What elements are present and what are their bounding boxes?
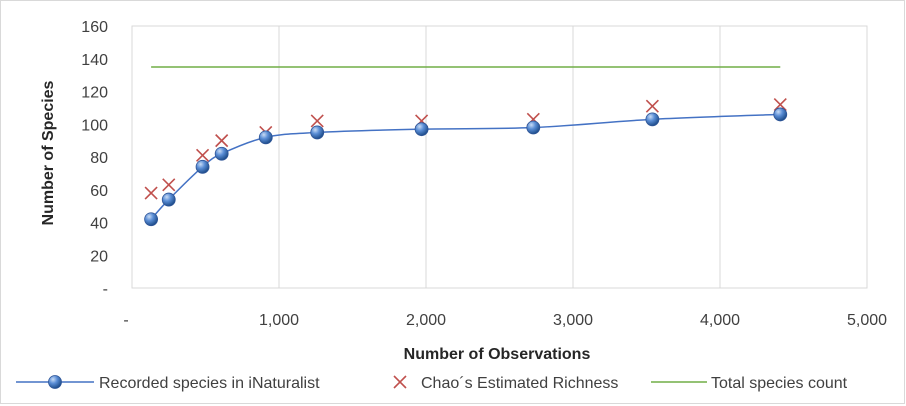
recorded-point <box>214 146 229 161</box>
chao-marker-stroke <box>310 114 324 128</box>
recorded-point <box>310 125 325 140</box>
legend-recorded-label: Recorded species in iNaturalist <box>99 375 320 392</box>
x-tick-label: - <box>123 312 128 329</box>
chao-marker <box>215 134 229 148</box>
chao-marker-stroke <box>773 98 787 112</box>
x-tick-label: 1,000 <box>259 312 299 329</box>
y-tick-label: 160 <box>81 19 108 36</box>
chao-marker <box>310 114 324 128</box>
legend-recorded-marker <box>48 375 62 389</box>
x-axis-title: Number of Observations <box>404 346 591 363</box>
chao-marker <box>645 99 659 113</box>
x-tick-label: 3,000 <box>553 312 593 329</box>
legend: Recorded species in iNaturalist Chao´s Es… <box>16 375 848 392</box>
legend-total-label: Total species count <box>711 375 848 392</box>
chao-marker-stroke <box>195 148 210 162</box>
recorded-point <box>161 192 176 207</box>
recorded-point <box>645 112 660 127</box>
recorded-point <box>526 120 541 135</box>
recorded-point <box>195 159 210 174</box>
chao-marker-stroke <box>144 186 158 200</box>
x-axis: - 1,000 2,000 3,000 4,000 5,000 <box>123 312 887 329</box>
chao-marker <box>144 186 158 200</box>
y-tick-label: 40 <box>90 216 108 233</box>
chao-marker <box>195 148 210 162</box>
series-layer <box>144 66 788 227</box>
legend-chao-label: Chao´s Estimated Richness <box>421 375 618 392</box>
x-tick-label: 4,000 <box>700 312 740 329</box>
recorded-point <box>773 107 788 122</box>
y-tick-label: - <box>103 281 108 298</box>
chao-marker-stroke <box>215 134 229 148</box>
legend-chao-marker <box>393 375 407 389</box>
x-tick-label: 2,000 <box>406 312 446 329</box>
y-tick-label: 100 <box>81 117 108 134</box>
y-tick-label: 120 <box>81 85 108 102</box>
chao-marker-stroke <box>645 99 659 113</box>
y-tick-label: 20 <box>90 248 108 265</box>
y-tick-label: 140 <box>81 52 108 69</box>
recorded-point <box>258 130 273 145</box>
recorded-species-line <box>150 113 781 220</box>
plot-border <box>131 25 868 289</box>
chao-marker <box>773 98 787 112</box>
recorded-point <box>414 122 429 137</box>
x-tick-label: 5,000 <box>847 312 887 329</box>
y-tick-label: 60 <box>90 183 108 200</box>
plot-area <box>131 25 868 289</box>
y-axis: - 20 40 60 80 100 120 140 160 <box>81 19 108 298</box>
recorded-point <box>144 212 159 227</box>
chao-marker-stroke <box>162 178 176 192</box>
chao-marker <box>162 178 176 192</box>
y-axis-title: Number of Species <box>40 80 57 225</box>
y-tick-label: 80 <box>90 150 108 167</box>
